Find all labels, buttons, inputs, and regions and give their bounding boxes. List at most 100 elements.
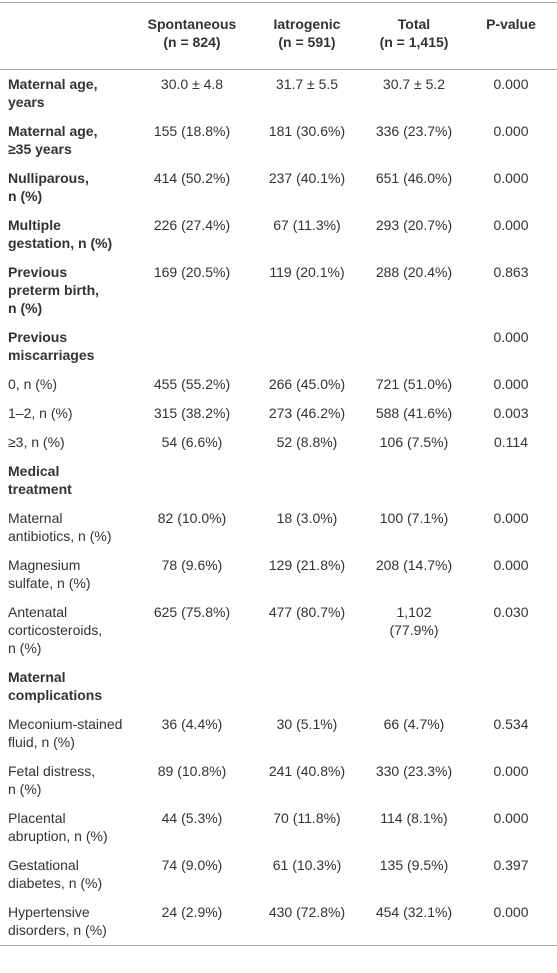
column-header: Iatrogenic (n = 591) <box>251 2 363 70</box>
table-row: Maternal age, years 30.0 ± 4.8 31.7 ± 5.5 3… <box>0 70 557 118</box>
cell <box>251 323 363 370</box>
table-row: Previous miscarriages 0.000 <box>0 323 557 370</box>
cell: 0.000 <box>493 217 529 233</box>
table-row: Medical treatment <box>0 457 557 504</box>
cell: 0.000 <box>493 76 529 92</box>
row-label: Multiple gestation, n (%) <box>8 217 113 251</box>
cell: 651 (46.0%) <box>375 170 453 186</box>
cell <box>465 457 557 504</box>
cell: 31.7 ± 5.5 <box>275 76 339 92</box>
cell: 0.000 <box>493 557 529 573</box>
cell: 44 (5.3%) <box>161 810 223 826</box>
cell: 226 (27.4%) <box>153 217 231 233</box>
row-label: Hypertensive disorders, n (%) <box>8 904 107 938</box>
cell: 30.7 ± 5.2 <box>382 76 446 92</box>
row-label: 1–2, n (%) <box>8 405 73 421</box>
cell: 293 (20.7%) <box>375 217 453 233</box>
row-label: Previous miscarriages <box>8 329 95 363</box>
cell: 74 (9.0%) <box>161 857 223 873</box>
cell: 0.863 <box>493 264 529 280</box>
cell <box>133 323 251 370</box>
cell <box>363 457 465 504</box>
table-row: Previous preterm birth, n (%) 169 (20.5%)… <box>0 258 557 323</box>
cell <box>363 323 465 370</box>
corner-cell <box>0 2 133 70</box>
table-row: Maternal age, ≥35 years 155 (18.8%) 181 (3… <box>0 117 557 164</box>
cell: 67 (11.3%) <box>273 217 341 233</box>
cell: 266 (45.0%) <box>268 376 346 392</box>
cell: 0.000 <box>493 904 529 920</box>
cell: 36 (4.4%) <box>161 716 223 732</box>
cell: 237 (40.1%) <box>268 170 346 186</box>
data-table: Spontaneous (n = 824) Iatrogenic (n = 591… <box>0 2 557 946</box>
row-label: Nulliparous, n (%) <box>8 170 89 204</box>
cell: 0.397 <box>493 857 529 873</box>
table-row: Meconium-stained fluid, n (%) 36 (4.4%) 30… <box>0 710 557 757</box>
cell: 18 (3.0%) <box>276 510 338 526</box>
cell: 430 (72.8%) <box>268 904 346 920</box>
row-label: Previous preterm birth, n (%) <box>8 264 100 316</box>
cell: 414 (50.2%) <box>153 170 231 186</box>
cell: 0.000 <box>493 170 529 186</box>
table-row: ≥3, n (%) 54 (6.6%) 52 (8.8%) 106 (7.5%) 0.1… <box>0 428 557 457</box>
header-row: Spontaneous (n = 824) Iatrogenic (n = 591… <box>0 2 557 70</box>
row-label: Antenatal corticosteroids, n (%) <box>8 604 103 656</box>
cell <box>133 457 251 504</box>
cell: 315 (38.2%) <box>153 405 231 421</box>
row-label: Maternal complications <box>8 669 103 703</box>
table-row: Placental abruption, n (%) 44 (5.3%) 70 (1… <box>0 804 557 851</box>
table-row: Hypertensive disorders, n (%) 24 (2.9%) 43… <box>0 898 557 946</box>
cell: 0.000 <box>493 510 529 526</box>
cell: 588 (41.6%) <box>375 405 453 421</box>
cell: 0.114 <box>494 434 528 450</box>
cell <box>465 663 557 710</box>
table-row: Nulliparous, n (%) 414 (50.2%) 237 (40.1%)… <box>0 164 557 211</box>
table-row: Fetal distress, n (%) 89 (10.8%) 241 (40.8… <box>0 757 557 804</box>
column-header: Total (n = 1,415) <box>363 2 465 70</box>
cell <box>251 663 363 710</box>
cell: 330 (23.3%) <box>375 763 453 779</box>
row-label: Gestational diabetes, n (%) <box>8 857 103 891</box>
row-label: Magnesium sulfate, n (%) <box>8 557 91 591</box>
cell: 336 (23.7%) <box>375 123 453 139</box>
table-row: Maternal complications <box>0 663 557 710</box>
table-head: Spontaneous (n = 824) Iatrogenic (n = 591… <box>0 2 557 70</box>
cell <box>133 663 251 710</box>
cell: 0.000 <box>493 123 529 139</box>
table-row: Gestational diabetes, n (%) 74 (9.0%) 61 (… <box>0 851 557 898</box>
table-row: Maternal antibiotics, n (%) 82 (10.0%) 18 … <box>0 504 557 551</box>
table-row: Magnesium sulfate, n (%) 78 (9.6%) 129 (21… <box>0 551 557 598</box>
cell: 155 (18.8%) <box>153 123 231 139</box>
row-label: 0, n (%) <box>8 376 58 392</box>
cell: 70 (11.8%) <box>273 810 341 826</box>
table-body: Maternal age, years 30.0 ± 4.8 31.7 ± 5.5 3… <box>0 70 557 946</box>
cell: 241 (40.8%) <box>268 763 346 779</box>
cell: 0.000 <box>493 810 529 826</box>
row-label: Meconium-stained fluid, n (%) <box>8 716 123 750</box>
cell: 0.000 <box>493 329 529 345</box>
cell: 54 (6.6%) <box>161 434 223 450</box>
cell: 273 (46.2%) <box>268 405 346 421</box>
cell: 721 (51.0%) <box>375 376 453 392</box>
cell: 24 (2.9%) <box>161 904 223 920</box>
cell: 0.000 <box>493 376 529 392</box>
cell: 208 (14.7%) <box>375 557 453 573</box>
row-label: Fetal distress, n (%) <box>8 763 96 797</box>
cell: 78 (9.6%) <box>161 557 223 573</box>
cell: 100 (7.1%) <box>379 510 449 526</box>
cell: 454 (32.1%) <box>375 904 453 920</box>
cell: 129 (21.8%) <box>268 557 346 573</box>
cell: 114 (8.1%) <box>380 810 448 826</box>
cell: 30 (5.1%) <box>276 716 338 732</box>
cell: 477 (80.7%) <box>268 604 346 620</box>
cell: 0.030 <box>493 604 529 620</box>
cell: 288 (20.4%) <box>375 264 453 280</box>
row-label: Maternal age, ≥35 years <box>8 123 98 157</box>
table-row: Antenatal corticosteroids, n (%) 625 (75.… <box>0 598 557 663</box>
cell: 89 (10.8%) <box>157 763 227 779</box>
cell: 82 (10.0%) <box>157 510 227 526</box>
cell: 0.000 <box>493 763 529 779</box>
cell <box>363 663 465 710</box>
column-header: P-value <box>465 2 557 70</box>
